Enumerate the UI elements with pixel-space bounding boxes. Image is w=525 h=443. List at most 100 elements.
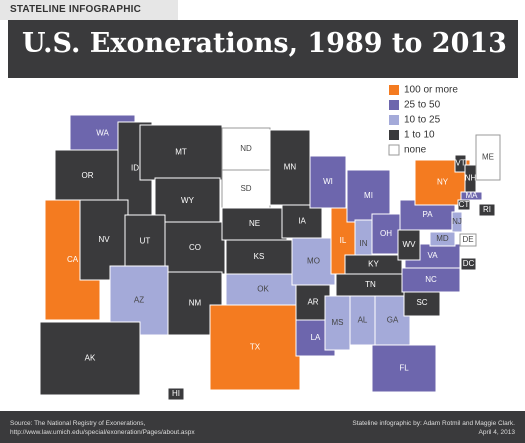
state	[139, 124, 223, 181]
footer: Source: The National Registry of Exonera…	[0, 411, 525, 443]
state	[403, 289, 441, 317]
state-label: SD	[240, 184, 251, 193]
legend-swatch	[388, 144, 400, 156]
state	[209, 304, 301, 391]
state-label: RI	[483, 205, 491, 214]
legend-swatch	[389, 85, 399, 95]
state	[457, 199, 471, 211]
state-label: OH	[380, 229, 392, 238]
state-label: CO	[189, 243, 201, 252]
source-url: http://www.law.umich.edu/special/exonera…	[10, 429, 195, 436]
state-label: CT	[459, 200, 470, 209]
state	[460, 257, 477, 271]
state-label: OK	[257, 285, 269, 294]
state-label: AZ	[134, 296, 144, 305]
state	[371, 344, 437, 393]
header: U.S. Exonerations, 1989 to 2013	[8, 20, 518, 78]
state-label: AR	[307, 298, 318, 307]
state-label: TN	[365, 280, 376, 289]
state	[269, 129, 311, 206]
state-label: NV	[98, 235, 110, 244]
state	[39, 321, 141, 396]
title: U.S. Exonerations, 1989 to 2013	[22, 28, 507, 59]
state	[167, 387, 185, 401]
source: Source: The National Registry of Exonera…	[10, 419, 195, 437]
state-label: ND	[240, 144, 252, 153]
state-label: NM	[189, 299, 202, 308]
state-label: DE	[462, 235, 473, 244]
state-label: LA	[311, 333, 321, 342]
state	[371, 213, 401, 255]
state-label: WA	[96, 129, 109, 138]
state-label: MI	[364, 191, 373, 200]
state	[459, 233, 477, 247]
state-label: KY	[368, 260, 379, 269]
state-label: GA	[387, 316, 399, 325]
state-label: IN	[360, 239, 368, 248]
state-label: NH	[465, 174, 477, 183]
state-label: WI	[323, 177, 333, 186]
date: April 4, 2013	[478, 429, 516, 436]
state-label: ME	[482, 153, 494, 162]
state	[429, 231, 456, 247]
legend-swatch	[389, 130, 399, 140]
legend-swatch	[389, 100, 399, 110]
state-label: IL	[340, 236, 347, 245]
state-label: AL	[358, 316, 368, 325]
legend-label: 1 to 10	[404, 130, 435, 141]
legend-label: none	[404, 145, 427, 156]
state-label: KS	[254, 252, 265, 261]
state-label: MN	[284, 163, 297, 172]
state	[225, 273, 301, 306]
state	[291, 237, 336, 286]
state	[451, 211, 463, 233]
state	[478, 203, 496, 217]
state-label: WV	[403, 240, 417, 249]
state-label: NE	[249, 219, 260, 228]
state	[221, 207, 288, 241]
state	[221, 127, 271, 171]
state	[454, 154, 467, 173]
state	[309, 155, 347, 209]
state	[324, 295, 351, 351]
state-label: FL	[399, 364, 409, 373]
credit-text: Stateline infographic by: Adam Rotmil an…	[352, 420, 515, 427]
state-label: TX	[250, 343, 261, 352]
source-text: Source: The National Registry of Exonera…	[10, 420, 146, 427]
state-label: HI	[172, 389, 180, 398]
state-label: NY	[437, 178, 449, 187]
state-label: DC	[463, 259, 475, 268]
state-label: OR	[82, 171, 94, 180]
state-label: VT	[455, 159, 465, 168]
state-label: MO	[307, 257, 320, 266]
state	[281, 204, 323, 239]
state-label: MA	[466, 191, 479, 200]
legend-swatch	[389, 115, 399, 125]
legend: 100 or more 25 to 50 10 to 25 1 to 10 none	[388, 85, 458, 156]
state-label: NC	[425, 275, 437, 284]
state-label: WY	[181, 196, 195, 205]
state-label: ID	[131, 164, 139, 173]
state-label: VA	[427, 251, 438, 260]
state-label: MT	[175, 148, 187, 157]
legend-label: 100 or more	[404, 85, 458, 96]
state-label: MD	[436, 234, 449, 243]
state-label: AK	[85, 354, 96, 363]
state	[295, 284, 331, 321]
state-label: IA	[298, 217, 306, 226]
legend-label: 25 to 50	[404, 100, 441, 111]
state	[460, 191, 483, 201]
tag: STATELINE INFOGRAPHIC	[0, 0, 178, 20]
credit: Stateline infographic by: Adam Rotmil an…	[352, 419, 515, 437]
state-label: NJ	[452, 217, 462, 226]
legend-label: 10 to 25	[404, 115, 441, 126]
state-label: CA	[67, 255, 79, 264]
state-label: SC	[416, 298, 427, 307]
state-label: PA	[422, 210, 433, 219]
state	[54, 149, 121, 203]
state	[475, 134, 501, 181]
state	[124, 214, 166, 269]
map: WA OR CA ID NV MT WY UT CO AZ NM ND SD NE KS OK TX MN IA MO…	[39, 85, 501, 401]
state-label: MS	[332, 318, 344, 327]
